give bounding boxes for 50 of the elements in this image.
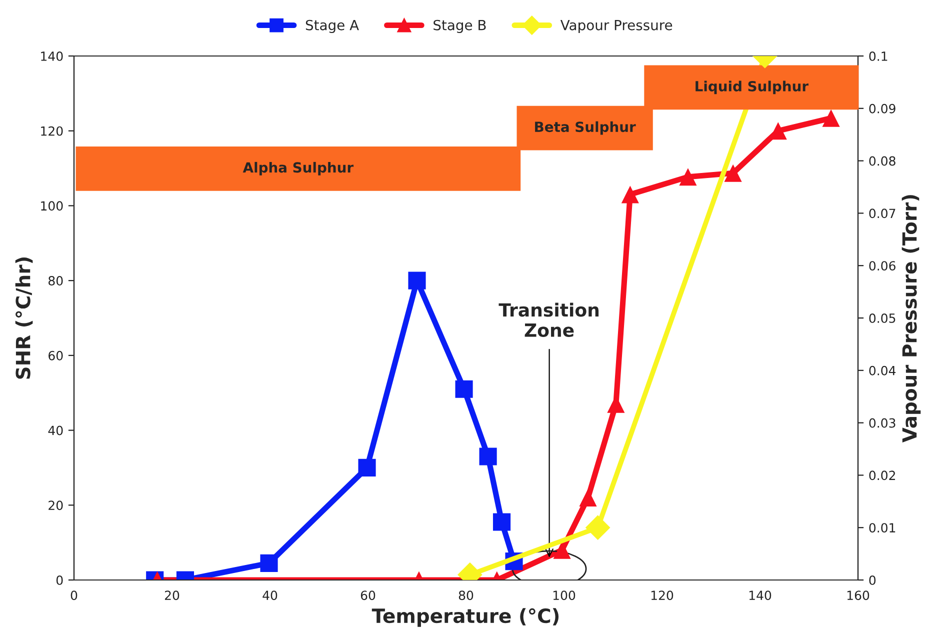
legend-label: Stage A [306, 20, 359, 34]
point [358, 458, 376, 476]
y-tick-label: 40 [48, 426, 63, 436]
x-tick-label: 160 [847, 590, 870, 600]
y2-tick-label: 0.06 [869, 261, 896, 271]
x-tick-label: 20 [164, 590, 180, 600]
x-tick-label: 120 [651, 590, 674, 600]
legend-label: Stage B [434, 20, 486, 34]
y2-axis-title: Vapour Pressure (Torr) [902, 195, 921, 442]
x-tick-label: 40 [262, 590, 278, 600]
point [408, 272, 426, 290]
point [553, 541, 571, 559]
y-tick-label: 20 [48, 500, 63, 510]
band-label: Beta Sulphur [535, 121, 636, 135]
y-tick-label: 80 [48, 276, 63, 286]
x-tick-label: 0 [70, 590, 78, 600]
x-axis-title: Temperature (°C) [372, 608, 559, 627]
y-tick-label: 60 [48, 350, 63, 360]
point [724, 164, 742, 182]
band-label: Alpha Sulphur [242, 162, 354, 176]
y2-tick-label: 0.07 [869, 208, 896, 218]
point [579, 488, 597, 506]
point [479, 448, 497, 466]
y2-tick-label: 0 [869, 575, 876, 585]
y-tick-label: 120 [41, 126, 63, 136]
x-tick-label: 60 [360, 590, 376, 600]
y2-tick-label: 0.1 [869, 51, 888, 61]
x-tick-label: 140 [749, 590, 772, 600]
x-tick-label: 80 [458, 590, 474, 600]
y-tick-label: 100 [41, 201, 63, 211]
point [260, 554, 278, 572]
x-tick-label: 100 [553, 590, 576, 600]
y2-tick-label: 0.05 [869, 313, 896, 323]
y-tick-label: 0 [56, 575, 63, 585]
y-tick-label: 140 [41, 51, 63, 61]
y2-tick-label: 0.09 [869, 104, 896, 114]
point [455, 380, 473, 398]
point [621, 186, 639, 204]
band-label: Liquid Sulphur [696, 80, 808, 94]
y2-tick-label: 0.04 [869, 366, 896, 376]
point [679, 168, 697, 186]
annotation: Transition Zone [498, 302, 599, 337]
point [492, 513, 511, 531]
y2-tick-label: 0.03 [869, 418, 896, 428]
y-axis-title: SHR (°C/hr) [15, 258, 33, 379]
y2-tick-label: 0.02 [869, 470, 895, 480]
y2-tick-label: 0.08 [869, 156, 896, 166]
legend-label: Vapour Pressure [560, 20, 672, 34]
point [822, 109, 840, 127]
y2-tick-label: 0.01 [869, 523, 896, 533]
